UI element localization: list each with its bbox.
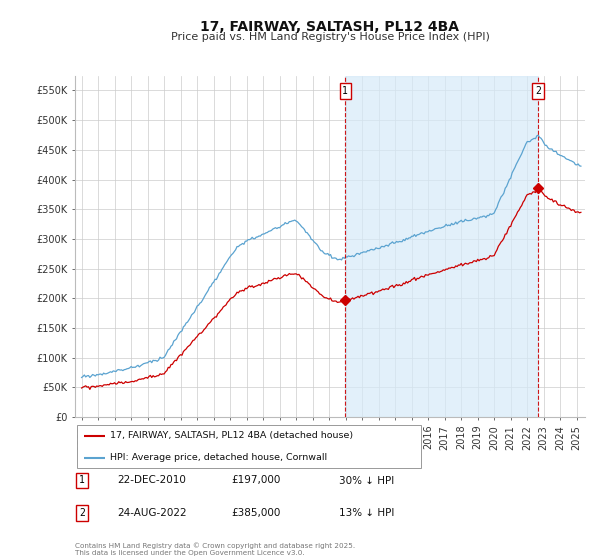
Text: £385,000: £385,000 <box>231 508 280 518</box>
Text: Contains HM Land Registry data © Crown copyright and database right 2025.
This d: Contains HM Land Registry data © Crown c… <box>75 542 355 556</box>
Text: 2: 2 <box>79 508 85 518</box>
Text: 1: 1 <box>342 86 348 96</box>
Text: 13% ↓ HPI: 13% ↓ HPI <box>339 508 394 518</box>
Text: 2: 2 <box>535 86 541 96</box>
Text: 30% ↓ HPI: 30% ↓ HPI <box>339 475 394 486</box>
Text: £197,000: £197,000 <box>231 475 280 486</box>
FancyBboxPatch shape <box>77 425 421 468</box>
Text: 17, FAIRWAY, SALTASH, PL12 4BA (detached house): 17, FAIRWAY, SALTASH, PL12 4BA (detached… <box>110 431 353 440</box>
Text: 22-DEC-2010: 22-DEC-2010 <box>117 475 186 486</box>
Text: 1: 1 <box>79 475 85 486</box>
Text: Price paid vs. HM Land Registry's House Price Index (HPI): Price paid vs. HM Land Registry's House … <box>170 32 490 43</box>
Bar <box>345 76 538 417</box>
Text: 17, FAIRWAY, SALTASH, PL12 4BA: 17, FAIRWAY, SALTASH, PL12 4BA <box>200 20 460 34</box>
Text: 24-AUG-2022: 24-AUG-2022 <box>117 508 187 518</box>
Text: HPI: Average price, detached house, Cornwall: HPI: Average price, detached house, Corn… <box>110 453 327 462</box>
